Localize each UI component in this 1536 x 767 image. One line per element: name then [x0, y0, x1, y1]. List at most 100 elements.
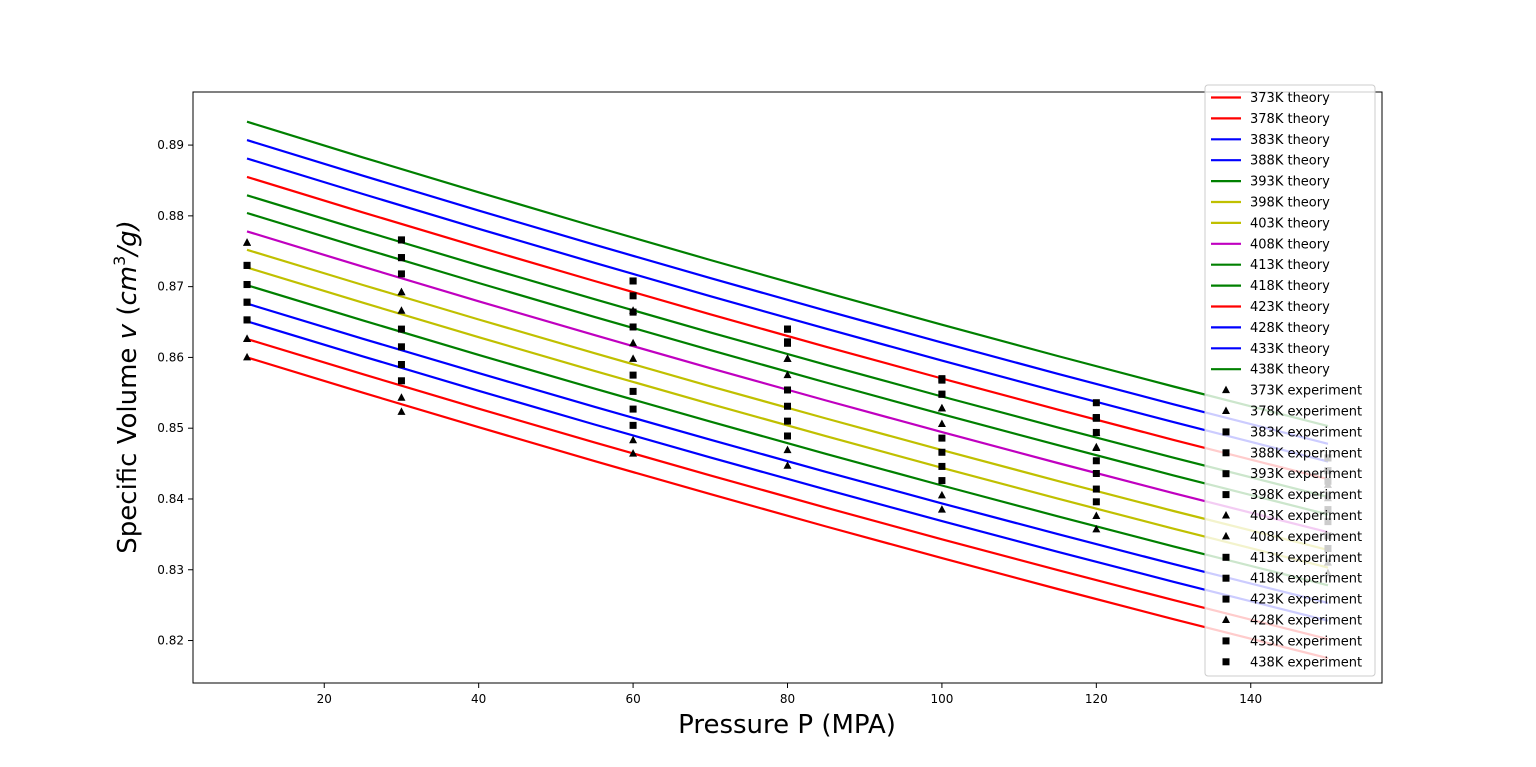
experiment-point-6-3 [783, 370, 792, 379]
experiment-point-13-3 [784, 325, 791, 333]
legend-marker-swatch [1222, 574, 1230, 582]
x-tick-label-5: 120 [1085, 692, 1108, 706]
legend-marker-swatch [1222, 615, 1230, 623]
experiment-point-11-2 [629, 306, 638, 314]
legend-label: 373K experiment [1250, 384, 1362, 399]
experiment-point-0-4 [937, 505, 946, 513]
theory-line-4 [246, 284, 1329, 587]
experiment-point-5-1 [397, 325, 405, 333]
legend-entry-23: 418K experiment [1222, 572, 1362, 587]
legend-marker-swatch [1222, 531, 1230, 540]
y-tick-label-1: 0.83 [157, 563, 184, 577]
legend-label: 438K theory [1250, 363, 1330, 378]
experiment-point-12-5 [1092, 428, 1100, 436]
legend-entry-7: 408K theory [1211, 237, 1330, 252]
y-axis-ticks: 0.82 0.83 0.84 0.85 0.86 0.87 0.88 0.89 [157, 138, 193, 648]
experiment-point-0-0 [243, 352, 252, 361]
legend-marker-swatch [1222, 428, 1230, 436]
experiment-point-3-4 [938, 462, 946, 470]
legend-entry-3: 388K theory [1211, 154, 1330, 169]
legend-entry-16: 383K experiment [1222, 425, 1362, 440]
legend-label: 408K theory [1250, 237, 1330, 252]
experiment-point-11-5 [1092, 442, 1101, 451]
legend-entry-19: 398K experiment [1222, 488, 1362, 503]
legend-label: 403K experiment [1250, 509, 1362, 524]
experiment-point-13-5 [1092, 414, 1100, 422]
legend-marker-swatch [1222, 385, 1230, 394]
y-axis-label-unit: cm [113, 266, 143, 306]
legend-label: 433K theory [1250, 342, 1330, 357]
theory-line-3 [246, 302, 1329, 605]
legend-entry-22: 413K experiment [1222, 551, 1362, 566]
legend-label: 438K experiment [1250, 655, 1362, 670]
experiment-point-12-0 [243, 281, 251, 289]
legend-label: 388K experiment [1250, 446, 1362, 461]
legend-label: 398K theory [1250, 196, 1330, 211]
legend-label: 393K experiment [1250, 467, 1362, 482]
legend-marker-swatch [1222, 449, 1230, 457]
legend-entry-21: 408K experiment [1222, 530, 1362, 545]
legend-entry-4: 393K theory [1211, 175, 1330, 190]
experiment-point-5-2 [629, 371, 637, 379]
legend-entry-12: 433K theory [1211, 342, 1330, 357]
legend-label: 383K experiment [1250, 425, 1362, 440]
legend-label: 378K theory [1250, 112, 1330, 127]
legend-entry-10: 423K theory [1211, 300, 1330, 315]
y-axis-label-var: v [113, 323, 143, 339]
experiment-point-10-2 [629, 292, 637, 300]
legend-label: 403K theory [1250, 216, 1330, 231]
legend-entry-0: 373K theory [1211, 91, 1330, 106]
legend-entry-2: 383K theory [1211, 133, 1330, 148]
experiment-point-4-3 [784, 402, 791, 410]
legend-label: 428K experiment [1250, 614, 1362, 629]
x-tick-label-6: 140 [1239, 692, 1262, 706]
legend-entry-26: 433K experiment [1222, 634, 1362, 649]
experiment-point-11-3 [783, 354, 792, 362]
theory-line-0 [246, 356, 1329, 660]
theory-line-8 [246, 211, 1329, 516]
experiment-point-1-3 [783, 445, 792, 454]
legend-entry-24: 423K experiment [1222, 593, 1362, 608]
y-tick-label-0: 0.82 [157, 634, 184, 648]
experiment-point-4-1 [397, 343, 405, 351]
experiment-point-6-4 [937, 419, 946, 427]
theory-line-2 [246, 320, 1329, 622]
experiment-point-3-2 [629, 405, 637, 413]
theory-line-12 [246, 139, 1329, 445]
experiment-point-2-3 [784, 432, 791, 440]
experiment-point-1-2 [629, 435, 638, 444]
theory-line-10 [246, 175, 1329, 481]
legend-label: 373K theory [1250, 91, 1330, 106]
experiment-point-2-1 [397, 377, 405, 385]
legend-entry-14: 373K experiment [1222, 384, 1362, 399]
legend-label: 428K theory [1250, 321, 1330, 336]
experiment-point-0-2 [629, 449, 638, 457]
legend-label: 393K theory [1250, 175, 1330, 190]
legend-marker-swatch [1222, 595, 1230, 603]
legend-label: 413K experiment [1250, 551, 1362, 566]
y-tick-label-7: 0.89 [157, 138, 184, 152]
experiment-point-13-0 [243, 261, 251, 269]
y-axis-label-prefix: Specific Volume [113, 339, 143, 553]
x-tick-label-1: 40 [471, 692, 486, 706]
x-tick-label-4: 100 [930, 692, 953, 706]
legend-label: 433K experiment [1250, 634, 1362, 649]
y-axis-label-close: /g) [113, 220, 143, 257]
experiment-point-0-5 [1092, 524, 1101, 533]
legend-entry-13: 438K theory [1211, 363, 1330, 378]
y-axis-label-open: ( [113, 305, 143, 323]
legend-entry-8: 413K theory [1211, 258, 1330, 273]
legend-marker-swatch [1222, 658, 1230, 666]
experiment-point-4-4 [938, 448, 946, 456]
legend-label: 378K experiment [1250, 405, 1362, 420]
x-axis-ticks: 20 40 60 80 100 120 140 [317, 683, 1262, 706]
theory-line-9 [246, 194, 1329, 498]
theory-lines [246, 120, 1329, 660]
legend-entry-27: 438K experiment [1222, 655, 1362, 670]
legend-label: 418K experiment [1250, 572, 1362, 587]
experiment-point-3-1 [397, 360, 405, 368]
legend-entry-20: 403K experiment [1222, 509, 1362, 524]
experiment-point-4-2 [629, 387, 637, 395]
legend-marker-swatch [1222, 511, 1230, 519]
legend-marker-swatch [1222, 406, 1230, 414]
